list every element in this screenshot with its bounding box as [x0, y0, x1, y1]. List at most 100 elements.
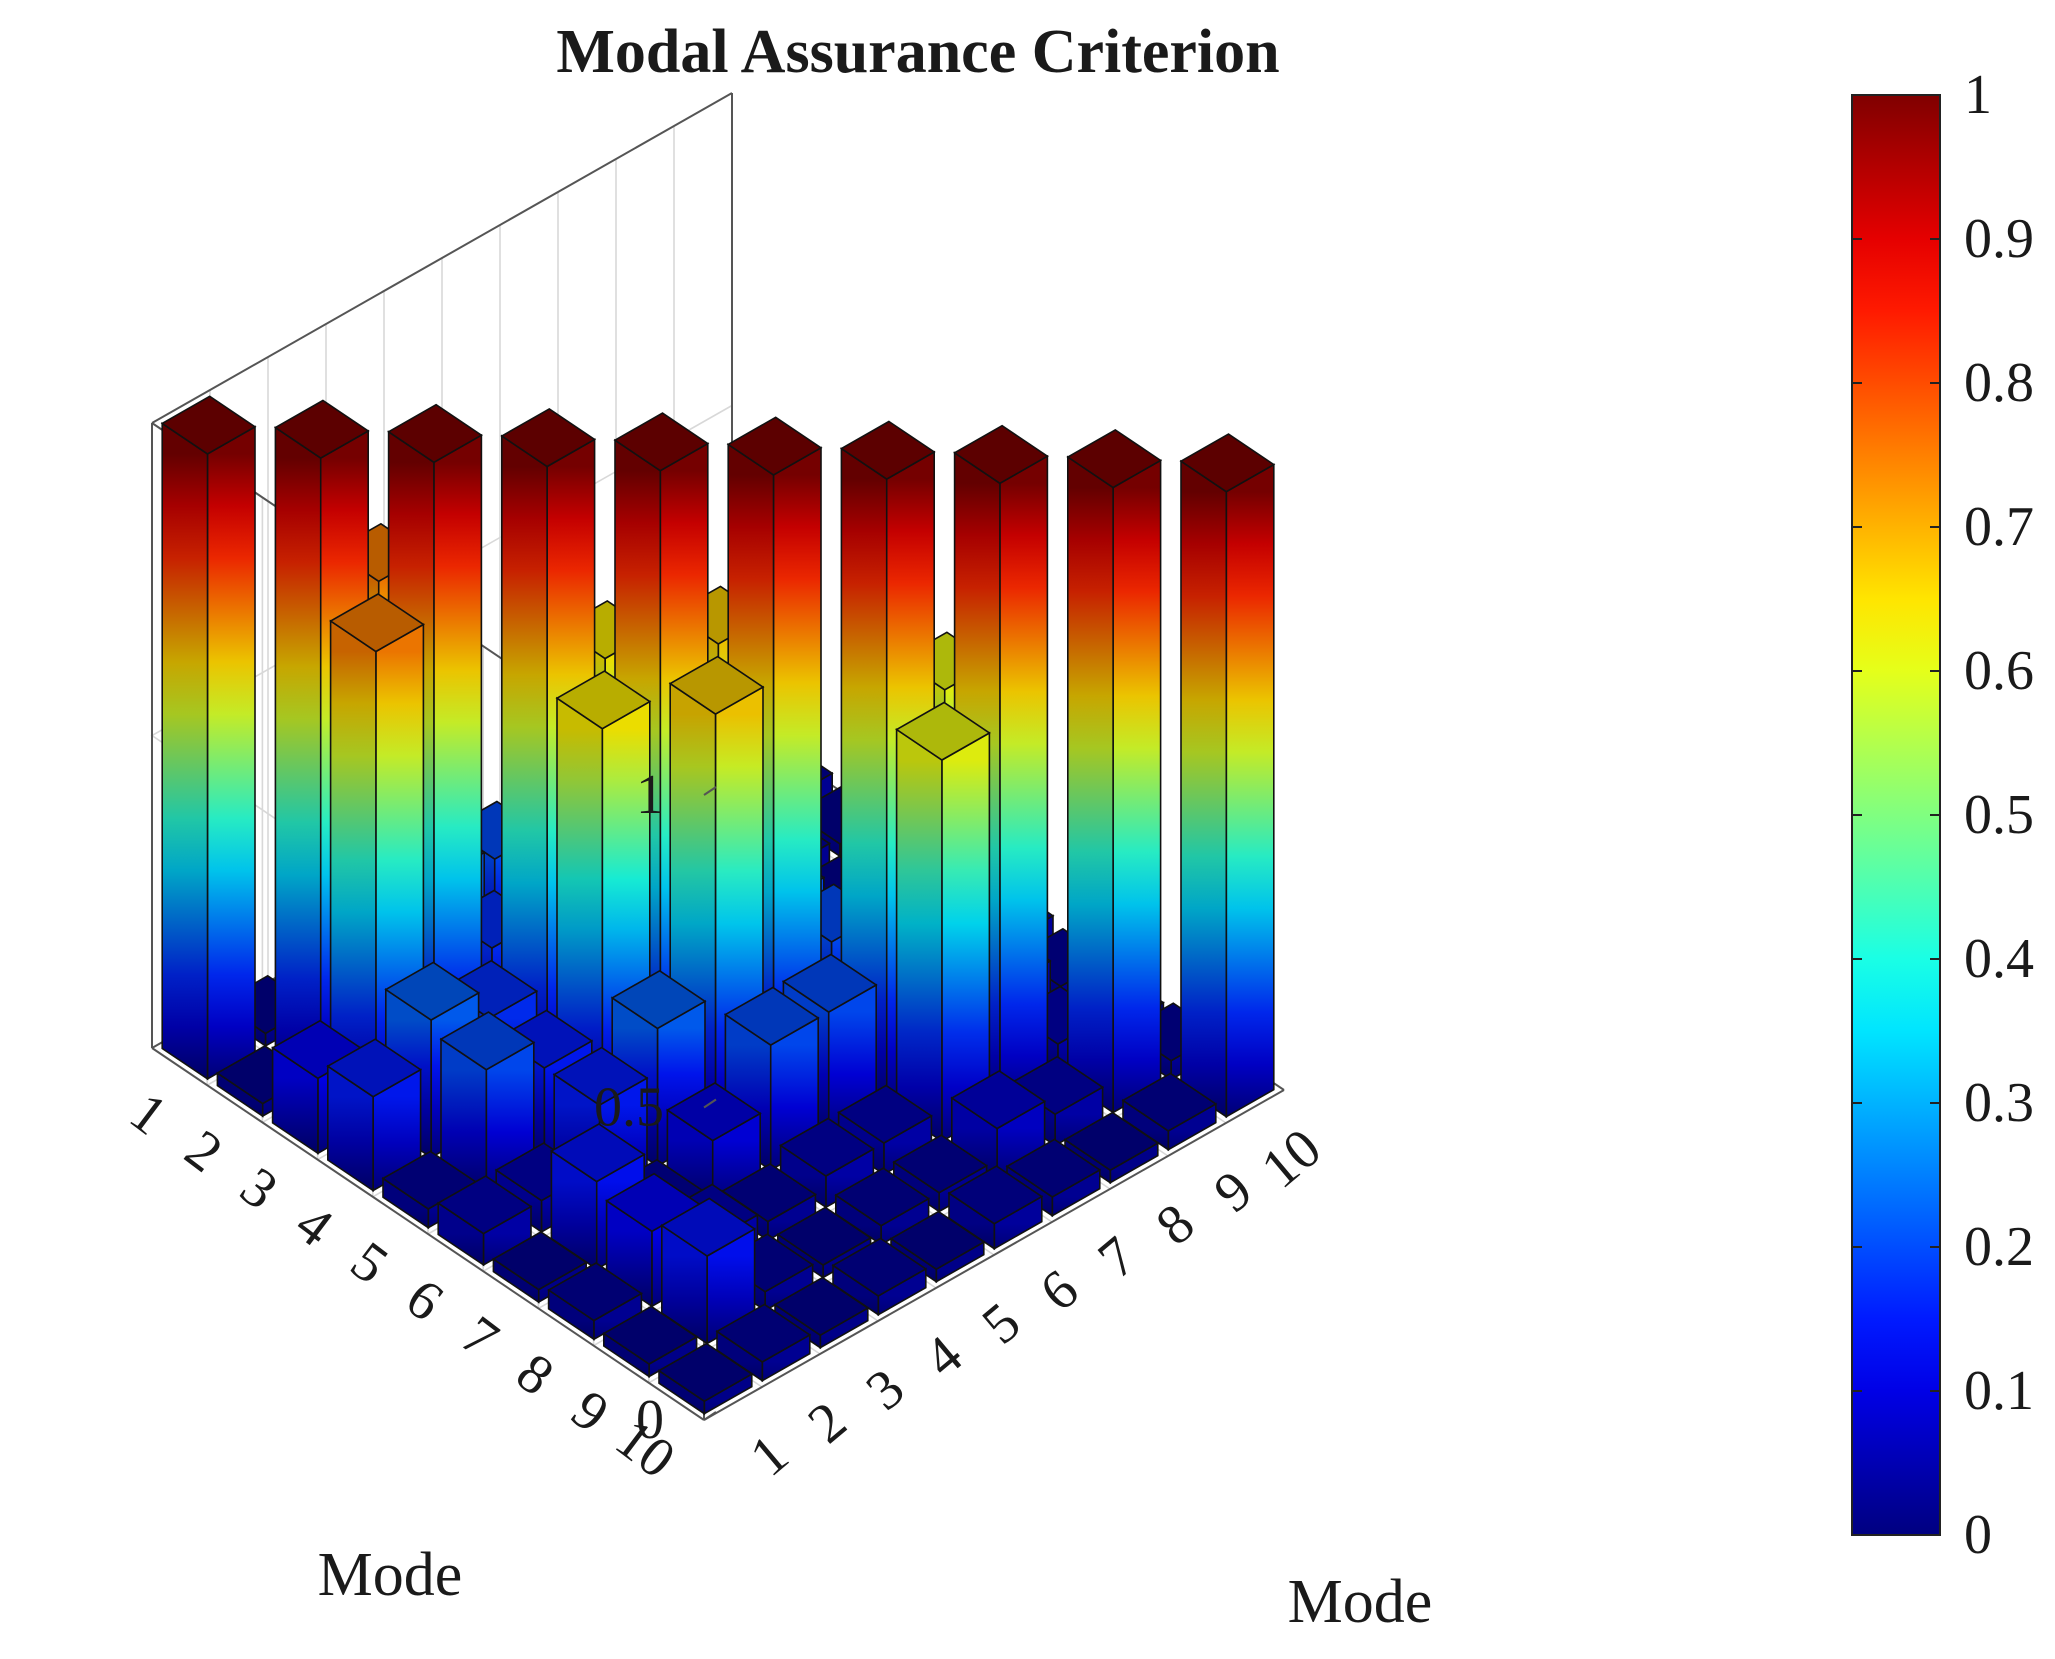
- bar-top: [1005, 1138, 1102, 1198]
- bar-top: [500, 407, 597, 468]
- bar-top: [491, 1231, 588, 1291]
- bar-face-front: [1225, 463, 1275, 1119]
- bar: [779, 1117, 875, 1209]
- bar-top: [839, 420, 936, 481]
- bar-top: [715, 1303, 812, 1363]
- bar: [947, 1165, 1044, 1251]
- bar-top: [273, 399, 370, 460]
- colorbar-tick-label: 0.1: [1964, 1360, 2034, 1422]
- bar-top: [549, 1123, 646, 1183]
- z-tick-mark: [703, 1411, 717, 1421]
- bar-top: [384, 961, 481, 1021]
- bar: [950, 1069, 1047, 1181]
- bar-top: [657, 1342, 754, 1403]
- colorbar: 0 0.1 0.2 0.3 0.4 0.5 0.6 0.7 0.8 0.9 1: [1851, 64, 2034, 1566]
- colorbar-ticks: 0 0.1 0.2 0.3 0.4 0.5 0.6 0.7 0.8 0.9 1: [1852, 64, 2034, 1566]
- y-tick-label: 7: [1087, 1225, 1148, 1290]
- z-tick-label: 0.5: [594, 1077, 664, 1139]
- bars-layer: [160, 395, 1276, 1416]
- colorbar-tick-label: 0.7: [1964, 496, 2034, 558]
- bar-top: [834, 1167, 931, 1227]
- bar-top: [1063, 1111, 1160, 1172]
- x-tick-label: 10: [604, 1407, 686, 1490]
- bar-face: [1225, 463, 1275, 1119]
- x-tick-label: 2: [174, 1118, 234, 1184]
- y-tick-label: 1: [739, 1423, 800, 1488]
- colorbar-tick-label: 0.2: [1964, 1216, 2034, 1278]
- chart-title: Modal Assurance Criterion: [556, 18, 1279, 86]
- bar-face: [999, 454, 1049, 1110]
- x-tick-label: 6: [395, 1267, 455, 1333]
- y-tick-label: 6: [1029, 1258, 1090, 1323]
- bar-top: [547, 1262, 643, 1322]
- y-tick-label: 2: [797, 1390, 858, 1455]
- bar-face-side: [274, 426, 322, 1085]
- bar: [1121, 1072, 1218, 1152]
- y-tick-label: 5: [971, 1291, 1032, 1356]
- bar-top: [781, 953, 878, 1014]
- bar-face-side: [1180, 459, 1228, 1119]
- bar-face-front: [1112, 459, 1162, 1114]
- y-tick-label: 9: [1203, 1159, 1264, 1224]
- bar-face-side: [895, 727, 943, 1143]
- bar-top: [889, 1210, 986, 1271]
- x-tick-label: 5: [339, 1230, 399, 1296]
- bar-face: [1067, 455, 1114, 1115]
- bar: [439, 1011, 536, 1197]
- bar-top: [723, 986, 820, 1047]
- bar: [160, 395, 257, 1081]
- bar-top: [326, 1038, 423, 1098]
- bar-top: [1121, 1072, 1218, 1132]
- bar-face-side: [161, 421, 209, 1081]
- x-tick-label: 4: [284, 1193, 344, 1259]
- bar-top: [895, 701, 991, 761]
- bar-top: [779, 1117, 875, 1177]
- bar-face-side: [1067, 455, 1114, 1115]
- axis-edge: [151, 1047, 705, 1421]
- colorbar-tick-label: 0.4: [1964, 928, 2034, 990]
- bar-top: [831, 1237, 928, 1297]
- bar-top: [950, 1069, 1047, 1130]
- z-tick-mark: [703, 1098, 717, 1109]
- bar-top: [660, 1197, 757, 1257]
- x-tick-label: 9: [560, 1379, 620, 1445]
- z-tick-mark: [703, 786, 717, 796]
- bar-top: [552, 1046, 649, 1107]
- bar-face: [1112, 459, 1162, 1114]
- z-tick-label: 1: [636, 764, 664, 826]
- bar: [1066, 428, 1163, 1115]
- bar-top: [387, 403, 483, 464]
- bar-top: [610, 969, 707, 1030]
- colorbar-tick-label: 0.8: [1964, 352, 2034, 414]
- bar: [1179, 433, 1276, 1119]
- bar-top: [837, 1084, 933, 1144]
- bar-face: [161, 421, 209, 1081]
- bar-face: [1180, 459, 1228, 1119]
- colorbar-gradient: [1851, 94, 1941, 1536]
- bar-face: [206, 425, 256, 1081]
- bar: [549, 1123, 646, 1271]
- bar: [895, 701, 991, 1143]
- bar-top: [1066, 428, 1163, 489]
- bar-top: [436, 1175, 533, 1235]
- bar-top: [892, 1134, 989, 1194]
- bar-top: [726, 416, 823, 476]
- y-tick-label: 4: [913, 1324, 974, 1389]
- bar-top: [776, 1206, 873, 1266]
- bar-face-front: [999, 454, 1049, 1110]
- bar-top: [555, 670, 652, 730]
- y-axis-label: Mode: [1288, 1568, 1433, 1636]
- colorbar-tick-label: 0.6: [1964, 640, 2034, 702]
- bar-top: [613, 412, 710, 472]
- colorbar-tick-label: 0.5: [1964, 784, 2034, 846]
- x-tick-label: 1: [119, 1081, 179, 1147]
- axis-edge: [703, 1089, 1285, 1421]
- bar-face: [895, 727, 943, 1143]
- x-tick-label: 3: [229, 1155, 289, 1221]
- bar-face-front: [206, 425, 256, 1081]
- bar-top: [329, 593, 425, 653]
- x-tick-label: 7: [450, 1304, 510, 1370]
- colorbar-tick-label: 0.3: [1964, 1072, 2034, 1134]
- bar-top: [665, 1082, 762, 1142]
